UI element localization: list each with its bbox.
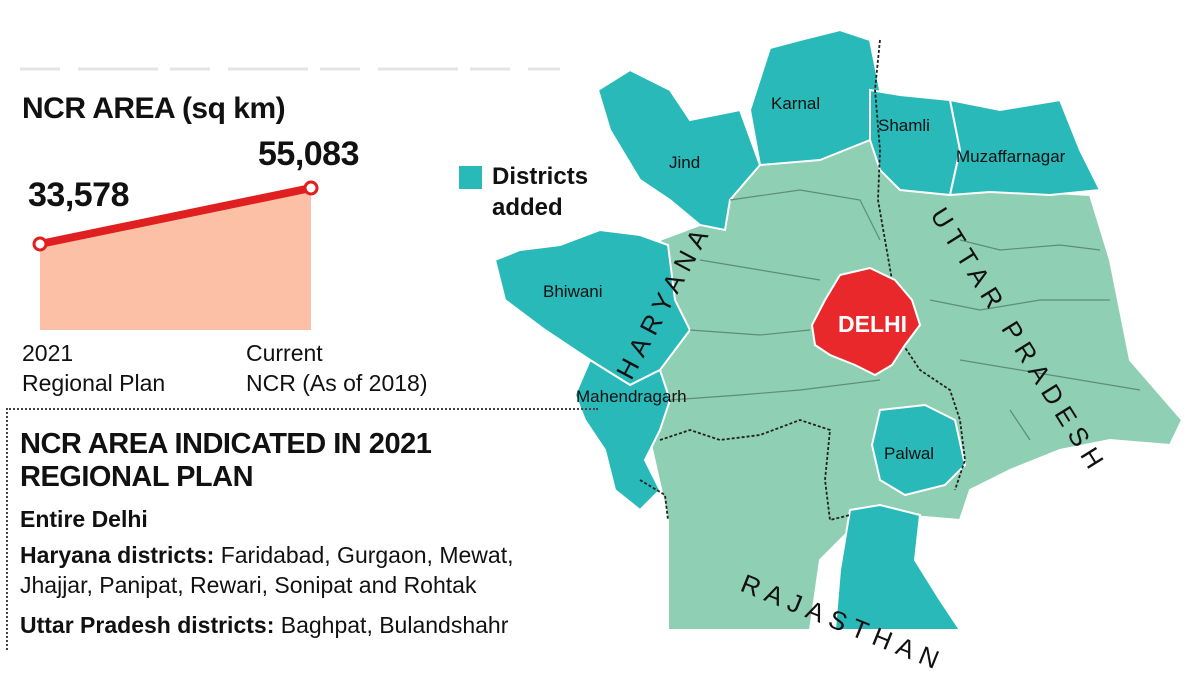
info-box bbox=[6, 408, 598, 650]
chart-title: NCR AREA (sq km) bbox=[22, 92, 286, 125]
map-region-palwal bbox=[870, 403, 967, 497]
data-point-current bbox=[303, 180, 319, 196]
x-label-current-line2: NCR (As of 2018) bbox=[246, 370, 428, 396]
legend-label-line1: Districts bbox=[492, 163, 589, 190]
info-haryana-text1: Faridabad, Gurgaon, Mewat, bbox=[214, 542, 514, 568]
info-heading-line2: REGIONAL PLAN bbox=[20, 461, 254, 493]
legend-label: Districts added bbox=[492, 161, 588, 223]
label-bhiwani: Bhiwani bbox=[543, 282, 603, 301]
x-label-current-line1: Current bbox=[246, 340, 323, 366]
value-label-2021: 33,578 bbox=[28, 176, 130, 214]
state-boundaries bbox=[639, 39, 966, 522]
x-label-2021: 2021 Regional Plan bbox=[22, 338, 165, 398]
info-haryana-label: Haryana districts: bbox=[20, 542, 215, 568]
legend-swatch bbox=[459, 166, 482, 189]
x-label-2021-line1: 2021 bbox=[22, 340, 74, 366]
data-point-2021 bbox=[32, 236, 48, 252]
label-shamli: Shamli bbox=[878, 116, 930, 135]
info-haryana-line1: Haryana districts: Faridabad, Gurgaon, M… bbox=[20, 541, 513, 570]
label-delhi: DELHI bbox=[838, 311, 907, 337]
info-up-line1: Uttar Pradesh districts: Baghpat, Buland… bbox=[20, 611, 508, 640]
label-mahendragarh: Mahendragarh bbox=[576, 387, 687, 406]
x-label-current: Current NCR (As of 2018) bbox=[246, 338, 428, 398]
area-fill bbox=[40, 188, 311, 330]
label-palwal: Palwal bbox=[884, 444, 935, 463]
info-up-text1: Baghpat, Bulandshahr bbox=[274, 612, 509, 638]
map-region-mahendragarh bbox=[573, 358, 672, 512]
map-region-delhi bbox=[810, 266, 922, 377]
info-up-label: Uttar Pradesh districts: bbox=[20, 612, 275, 638]
district-boundaries bbox=[669, 189, 1141, 441]
info-entire-delhi: Entire Delhi bbox=[20, 506, 148, 532]
scan-marks bbox=[20, 60, 560, 78]
label-muzaffarnagar: Muzaffarnagar bbox=[956, 147, 1066, 166]
area-chart bbox=[32, 180, 319, 330]
info-heading: NCR AREA INDICATED IN 2021 REGIONAL PLAN bbox=[20, 428, 580, 494]
ncr-map bbox=[493, 28, 1184, 630]
x-label-2021-line2: Regional Plan bbox=[22, 370, 166, 396]
legend-label-line2: added bbox=[492, 194, 563, 221]
label-jind: Jind bbox=[669, 153, 701, 172]
map-region-bhiwani bbox=[493, 228, 692, 387]
series-line bbox=[39, 184, 312, 248]
info-haryana-line2: Jhajjar, Panipat, Rewari, Sonipat and Ro… bbox=[20, 572, 477, 598]
map-region-rajasthan-added bbox=[833, 503, 962, 630]
map-region-muzaffarnagar bbox=[948, 98, 1102, 197]
info-heading-line1: NCR AREA INDICATED IN 2021 bbox=[20, 428, 432, 460]
value-label-current: 55,083 bbox=[258, 135, 360, 173]
label-karnal: Karnal bbox=[771, 94, 821, 113]
